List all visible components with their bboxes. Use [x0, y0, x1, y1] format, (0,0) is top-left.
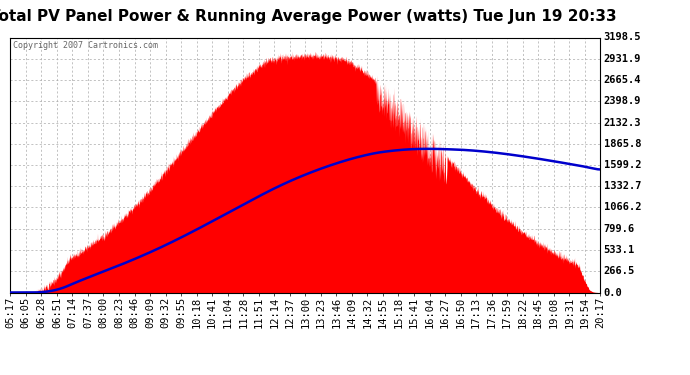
Text: 1865.8: 1865.8 [604, 139, 641, 149]
Text: 799.6: 799.6 [604, 224, 635, 234]
Text: 533.1: 533.1 [604, 245, 635, 255]
Text: 2132.3: 2132.3 [604, 117, 641, 128]
Text: 2931.9: 2931.9 [604, 54, 641, 64]
Text: Total PV Panel Power & Running Average Power (watts) Tue Jun 19 20:33: Total PV Panel Power & Running Average P… [0, 9, 617, 24]
Text: 2665.4: 2665.4 [604, 75, 641, 85]
Text: Copyright 2007 Cartronics.com: Copyright 2007 Cartronics.com [13, 41, 158, 50]
Text: 0.0: 0.0 [604, 288, 622, 297]
Text: 2398.9: 2398.9 [604, 96, 641, 106]
Text: 1066.2: 1066.2 [604, 202, 641, 213]
Text: 266.5: 266.5 [604, 266, 635, 276]
Text: 1332.7: 1332.7 [604, 181, 641, 191]
Text: 1599.2: 1599.2 [604, 160, 641, 170]
Text: 3198.5: 3198.5 [604, 33, 641, 42]
